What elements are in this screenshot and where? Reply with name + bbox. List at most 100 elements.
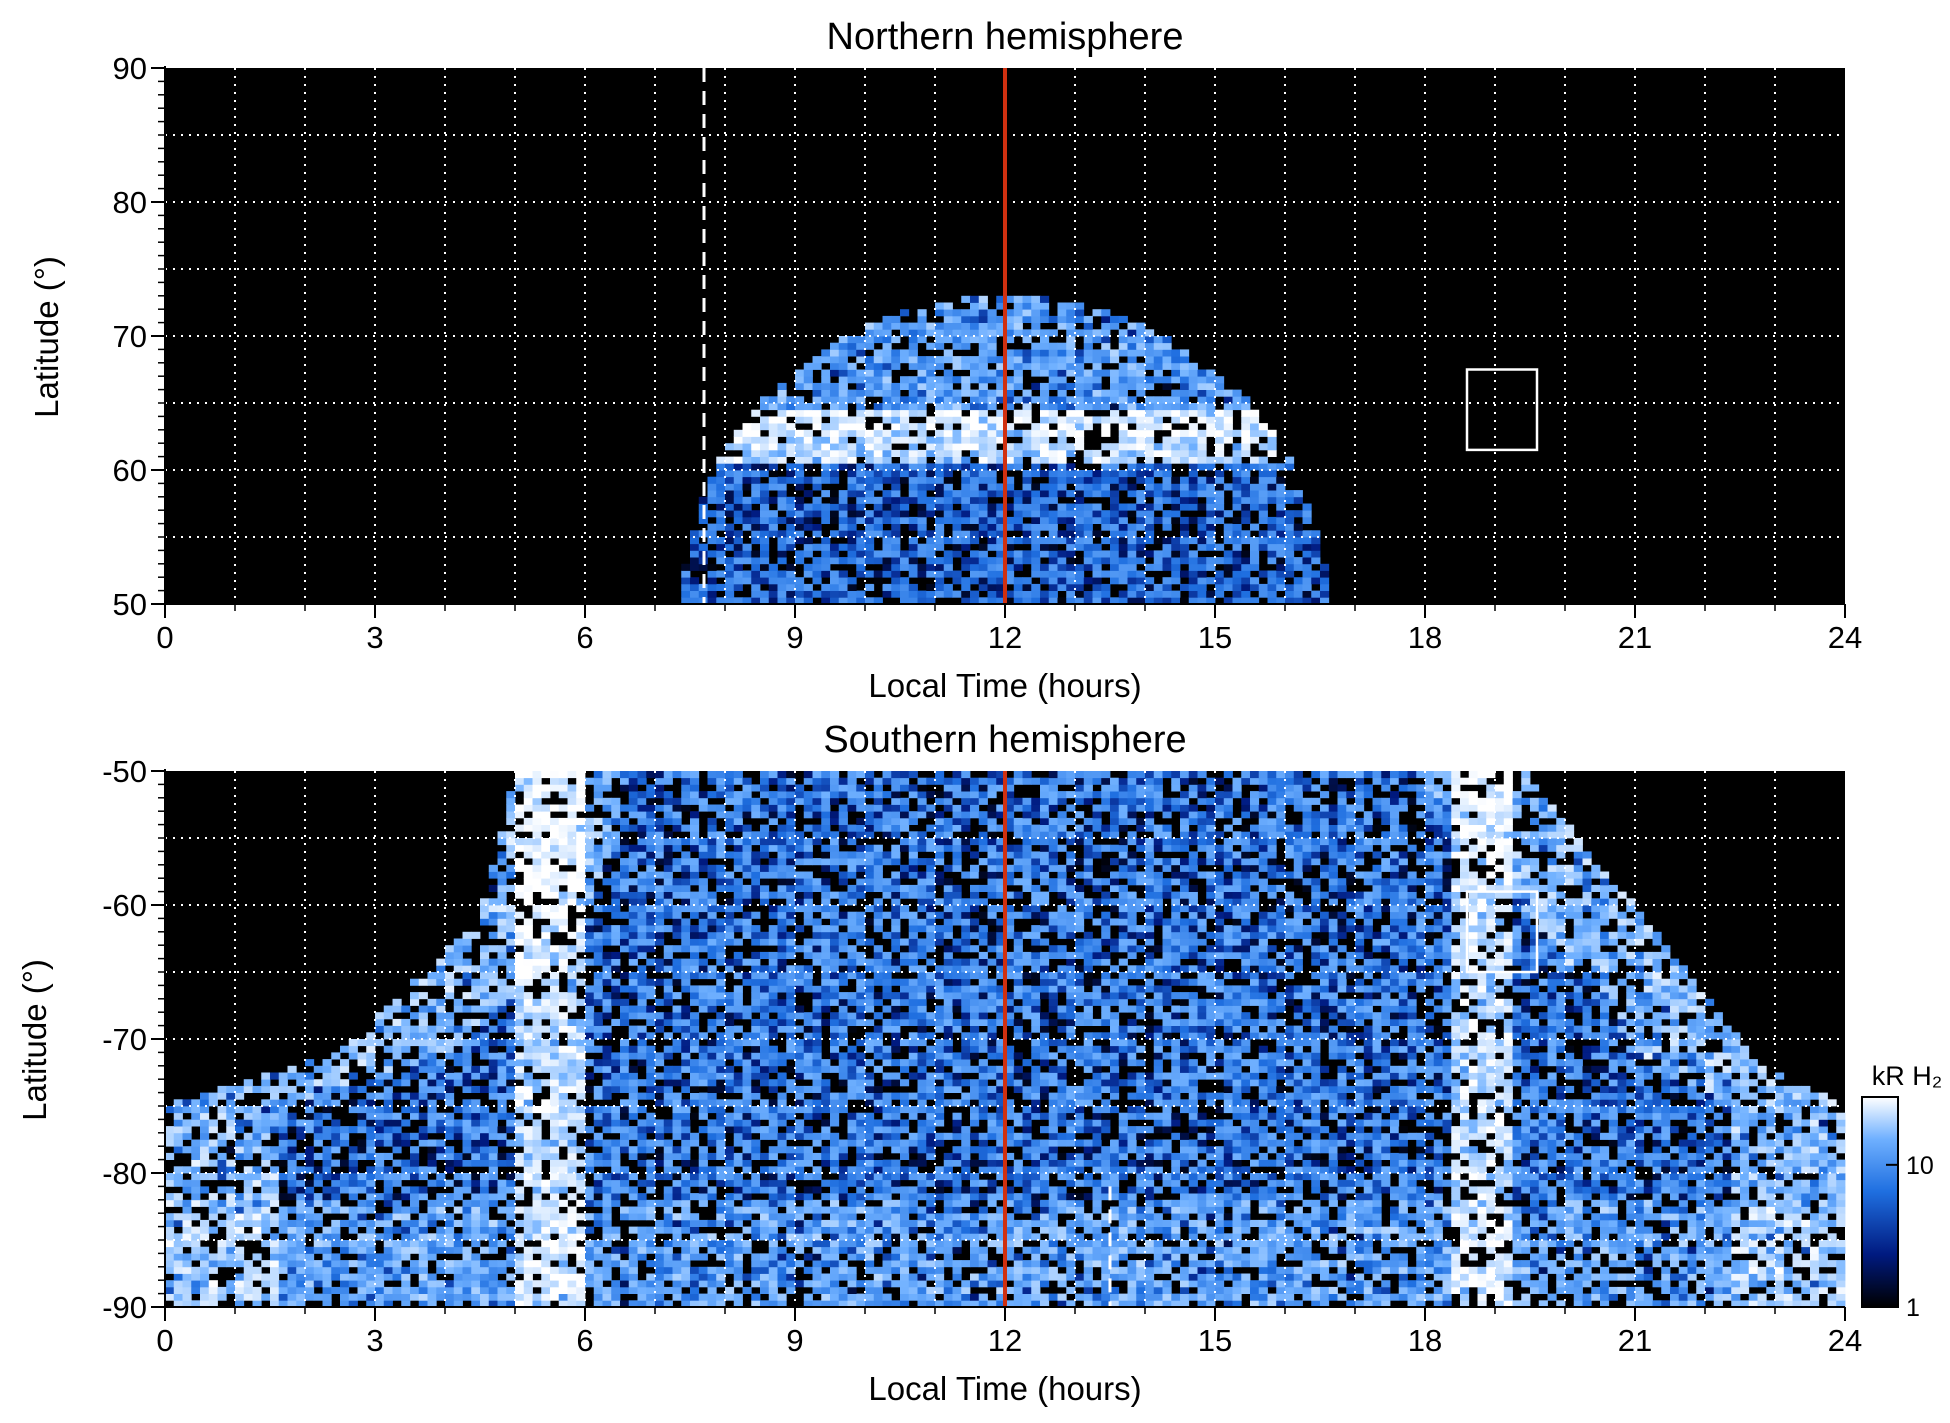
heatmap-cell — [768, 436, 778, 444]
heatmap-cell — [1775, 1266, 1785, 1274]
heatmap-cell — [1766, 1240, 1776, 1248]
heatmap-cell — [733, 463, 743, 471]
heatmap-cell — [1705, 1240, 1715, 1248]
heatmap-cell — [1617, 1186, 1627, 1194]
heatmap-cell — [978, 356, 988, 364]
heatmap-cell — [480, 1246, 490, 1254]
heatmap-cell — [427, 1213, 437, 1221]
heatmap-cell — [208, 1213, 218, 1221]
heatmap-cell — [961, 429, 971, 437]
heatmap-cell — [1075, 1193, 1085, 1201]
heatmap-cell — [1057, 1206, 1067, 1214]
heatmap-cell — [1162, 443, 1172, 451]
heatmap-cell — [838, 1226, 848, 1234]
heatmap-cell — [1092, 1260, 1102, 1268]
heatmap-cell — [952, 1273, 962, 1281]
heatmap-cell — [1267, 1179, 1277, 1187]
heatmap-cell — [1320, 590, 1330, 598]
heatmap-cell — [882, 1199, 892, 1207]
heatmap-cell — [978, 490, 988, 498]
heatmap-cell — [707, 476, 717, 484]
heatmap-cell — [1486, 1246, 1496, 1254]
heatmap-cell — [742, 543, 752, 551]
heatmap-cell — [1670, 1260, 1680, 1268]
heatmap-cell — [1223, 577, 1233, 585]
heatmap-cell — [768, 1233, 778, 1241]
heatmap-cell — [1407, 1186, 1417, 1194]
heatmap-cell — [1092, 1300, 1102, 1308]
heatmap-cell — [707, 530, 717, 538]
heatmap-cell — [1162, 563, 1172, 571]
heatmap-cell — [1022, 336, 1032, 344]
heatmap-cell — [173, 1213, 183, 1221]
heatmap-cell — [1635, 1199, 1645, 1207]
heatmap-cell — [488, 1260, 498, 1268]
heatmap-cell — [926, 356, 936, 364]
heatmap-cell — [628, 1193, 638, 1201]
heatmap-cell — [235, 1206, 245, 1214]
heatmap-cell — [943, 503, 953, 511]
heatmap-cell — [208, 1193, 218, 1201]
heatmap-cell — [865, 1233, 875, 1241]
heatmap-cell — [1661, 1206, 1671, 1214]
heatmap-cell — [952, 1226, 962, 1234]
heatmap-cell — [1005, 577, 1015, 585]
heatmap-cell — [1722, 1233, 1732, 1241]
heatmap-cell — [1162, 470, 1172, 478]
heatmap-cell — [1206, 416, 1216, 424]
heatmap-cell — [830, 456, 840, 464]
heatmap-cell — [1092, 349, 1102, 357]
heatmap-cell — [1057, 470, 1067, 478]
heatmap-cell — [1110, 1179, 1120, 1187]
heatmap-cell — [1223, 510, 1233, 518]
heatmap-cell — [1136, 577, 1146, 585]
heatmap-cell — [1250, 1286, 1260, 1294]
heatmap-cell — [1836, 1280, 1846, 1288]
heatmap-cell — [1626, 1240, 1636, 1248]
heatmap-cell — [287, 1186, 297, 1194]
heatmap-cell — [1547, 1260, 1557, 1268]
heatmap-cell — [1215, 1199, 1225, 1207]
heatmap-cell — [1836, 1246, 1846, 1254]
heatmap-cell — [497, 1179, 507, 1187]
heatmap-cell — [926, 1260, 936, 1268]
heatmap-cell — [1258, 1240, 1268, 1248]
heatmap-cell — [978, 583, 988, 591]
heatmap-cell — [1022, 1273, 1032, 1281]
heatmap-cell — [873, 503, 883, 511]
heatmap-cell — [725, 563, 735, 571]
heatmap-cell — [1188, 443, 1198, 451]
heatmap-cell — [436, 1213, 446, 1221]
heatmap-cell — [1626, 1260, 1636, 1268]
heatmap-cell — [1215, 490, 1225, 498]
heatmap-cell — [1040, 523, 1050, 531]
heatmap-cell — [418, 1300, 428, 1308]
heatmap-cell — [611, 1233, 621, 1241]
heatmap-cell — [646, 1273, 656, 1281]
heatmap-cell — [1022, 510, 1032, 518]
heatmap-cell — [1188, 1293, 1198, 1301]
heatmap-cell — [366, 1260, 376, 1268]
heatmap-cell — [742, 523, 752, 531]
heatmap-cell — [392, 1193, 402, 1201]
heatmap-cell — [576, 1300, 586, 1308]
heatmap-cell — [1066, 329, 1076, 337]
heatmap-cell — [812, 543, 822, 551]
heatmap-cell — [270, 1240, 280, 1248]
heatmap-cell — [1232, 429, 1242, 437]
heatmap-cell — [331, 1286, 341, 1294]
heatmap-cell — [287, 1286, 297, 1294]
heatmap-cell — [1031, 302, 1041, 310]
heatmap-cell — [681, 1193, 691, 1201]
heatmap-cell — [1110, 503, 1120, 511]
heatmap-cell — [1355, 1213, 1365, 1221]
heatmap-cell — [1792, 1253, 1802, 1261]
heatmap-cell — [838, 443, 848, 451]
heatmap-cell — [1372, 1273, 1382, 1281]
heatmap-cell — [1258, 463, 1268, 471]
heatmap-cell — [497, 1226, 507, 1234]
heatmap-cell — [1696, 1206, 1706, 1214]
heatmap-cell — [1171, 1253, 1181, 1261]
heatmap-cell — [532, 1246, 542, 1254]
heatmap-cell — [1722, 1286, 1732, 1294]
